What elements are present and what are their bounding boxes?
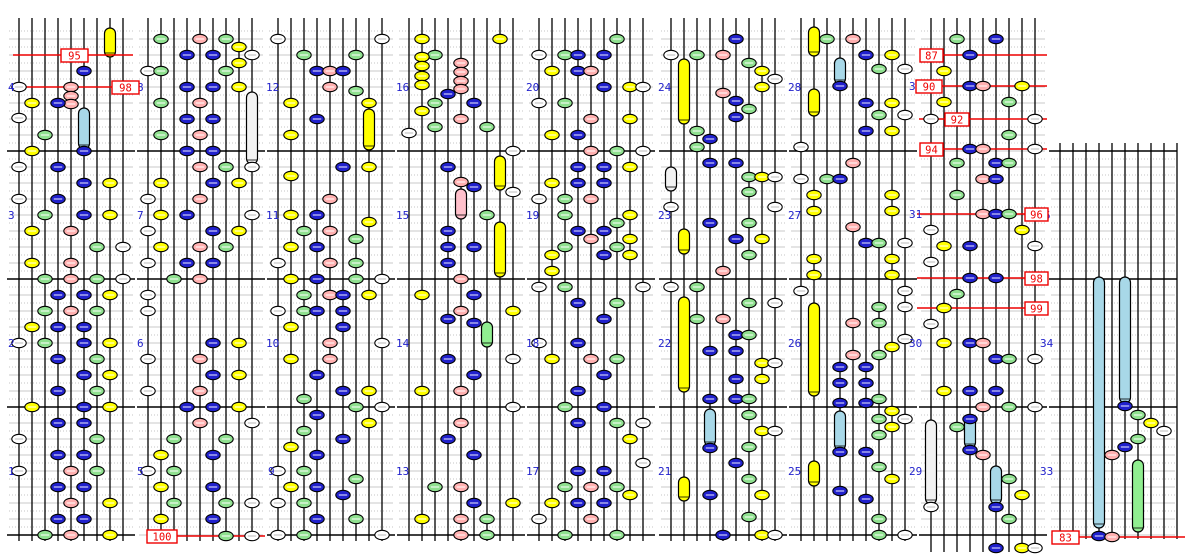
cluster-label: 22 [658, 337, 671, 350]
cluster-label: 2 [8, 337, 15, 350]
cluster-label: 5 [137, 465, 144, 478]
long-knot-capsule [807, 88, 821, 117]
cluster-label: 19 [526, 209, 539, 222]
cluster-label: 24 [658, 81, 672, 94]
cluster-label: 18 [526, 337, 539, 350]
long-knot-capsule [480, 321, 494, 348]
cluster-label: 7 [137, 209, 144, 222]
marker-box [111, 80, 140, 95]
cluster-label: 33 [1040, 465, 1053, 478]
cluster-label: 25 [788, 465, 801, 478]
marker-box [919, 142, 944, 157]
marker-box [1024, 301, 1049, 316]
cluster-label: 17 [526, 465, 539, 478]
cluster-label: 20 [526, 81, 539, 94]
marker-value: 98 [1030, 274, 1043, 286]
long-knot-capsule [833, 410, 847, 451]
cluster-label: 1 [8, 465, 15, 478]
marker-value: 95 [68, 51, 81, 63]
cluster-label: 26 [788, 337, 801, 350]
long-knot-capsule [677, 58, 691, 125]
marker-box [944, 112, 970, 127]
cluster-label: 13 [396, 465, 409, 478]
marker-value: 90 [923, 82, 936, 94]
marker-value: 92 [951, 115, 964, 127]
marker-value: 96 [1030, 210, 1043, 222]
long-knot-capsule [677, 476, 691, 502]
grid-layer [9, 30, 1175, 536]
marker-value: 83 [1059, 533, 1072, 545]
cluster-label: 21 [658, 465, 671, 478]
marker-value: 94 [925, 145, 938, 157]
long-knot-capsule [703, 408, 717, 447]
cluster-label: 31 [909, 208, 922, 221]
long-knot-capsule [664, 166, 678, 192]
long-knot-capsule [1131, 459, 1145, 533]
marker-box [915, 79, 943, 94]
long-knot-capsule [807, 302, 821, 397]
cluster-label: 16 [396, 81, 409, 94]
capsule-layer [77, 26, 1145, 533]
long-knot-capsule [924, 419, 938, 505]
label-layer: 4321876512111091615141320191817242322212… [8, 80, 1054, 478]
long-knot-capsule [677, 228, 691, 255]
long-knot-capsule [454, 188, 468, 220]
knot-layer [11, 33, 1172, 554]
long-knot-capsule [677, 296, 691, 393]
long-knot-capsule [1118, 276, 1132, 404]
long-knot-capsule [362, 108, 376, 151]
cluster-label: 9 [268, 465, 275, 478]
marker-box [1051, 530, 1080, 545]
marker-value: 87 [925, 51, 938, 63]
marker-box [1024, 207, 1049, 222]
cluster-label: 23 [658, 209, 671, 222]
long-knot-capsule [807, 460, 821, 487]
long-knot-capsule [103, 27, 117, 58]
long-knot-capsule [989, 465, 1003, 505]
marker-box [1024, 271, 1049, 286]
long-knot-capsule [245, 91, 259, 165]
cluster-label: 6 [137, 337, 144, 350]
cluster-label: 30 [909, 337, 922, 350]
long-knot-capsule [807, 26, 821, 57]
marker-value: 100 [153, 532, 172, 544]
cluster-label: 8 [137, 81, 144, 94]
cluster-label: 27 [788, 209, 801, 222]
cluster-label: 34 [1040, 337, 1054, 350]
marker-value: 98 [119, 83, 132, 95]
cluster-label: 3 [8, 209, 15, 222]
cluster-label: 14 [396, 337, 410, 350]
cluster-label: 4 [8, 81, 15, 94]
cluster-label: 11 [266, 209, 279, 222]
cluster-label: 12 [266, 81, 279, 94]
cluster-label: 29 [909, 465, 922, 478]
long-knot-capsule [493, 221, 507, 278]
long-knot-capsule [493, 155, 507, 191]
long-knot-capsule [1092, 276, 1106, 529]
long-knot-capsule [77, 107, 91, 150]
marker-box [146, 529, 178, 544]
marker-box [60, 48, 89, 63]
cluster-label: 10 [266, 337, 279, 350]
cluster-label: 15 [396, 209, 409, 222]
marker-box [919, 48, 944, 63]
cluster-label: 28 [788, 81, 801, 94]
marker-value: 99 [1030, 304, 1043, 316]
